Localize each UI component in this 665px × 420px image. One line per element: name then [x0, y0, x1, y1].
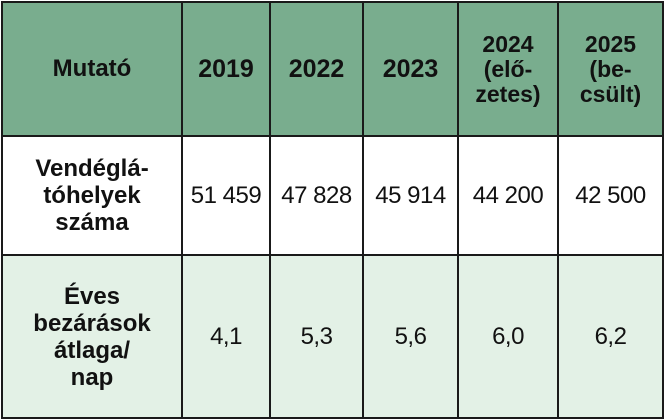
table-cell: 6,2 — [557, 254, 664, 419]
header-year-2025: 2025 (be- csült) — [557, 1, 664, 137]
table-cell: 5,3 — [269, 254, 364, 419]
header-year-2022: 2022 — [269, 1, 364, 137]
header-year-2023: 2023 — [362, 1, 459, 137]
row-label-closures: Éves bezárások átlaga/ nap — [1, 254, 183, 419]
header-row: Mutató 2019 2022 2023 2024 (elő- zetes) … — [1, 1, 664, 137]
table-cell: 47 828 — [269, 135, 364, 256]
table-row: Éves bezárások átlaga/ nap 4,1 5,3 5,6 6… — [1, 254, 664, 419]
table-cell: 4,1 — [181, 254, 271, 419]
table-cell: 44 200 — [457, 135, 559, 256]
table-row: Vendéglá- tóhelyek száma 51 459 47 828 4… — [1, 135, 664, 256]
header-year-2019: 2019 — [181, 1, 271, 137]
table-cell: 51 459 — [181, 135, 271, 256]
table-cell: 5,6 — [362, 254, 459, 419]
table-cell: 6,0 — [457, 254, 559, 419]
table-cell: 45 914 — [362, 135, 459, 256]
table-cell: 42 500 — [557, 135, 664, 256]
row-label-venues: Vendéglá- tóhelyek száma — [1, 135, 183, 256]
header-indicator: Mutató — [1, 1, 183, 137]
header-year-2024: 2024 (elő- zetes) — [457, 1, 559, 137]
